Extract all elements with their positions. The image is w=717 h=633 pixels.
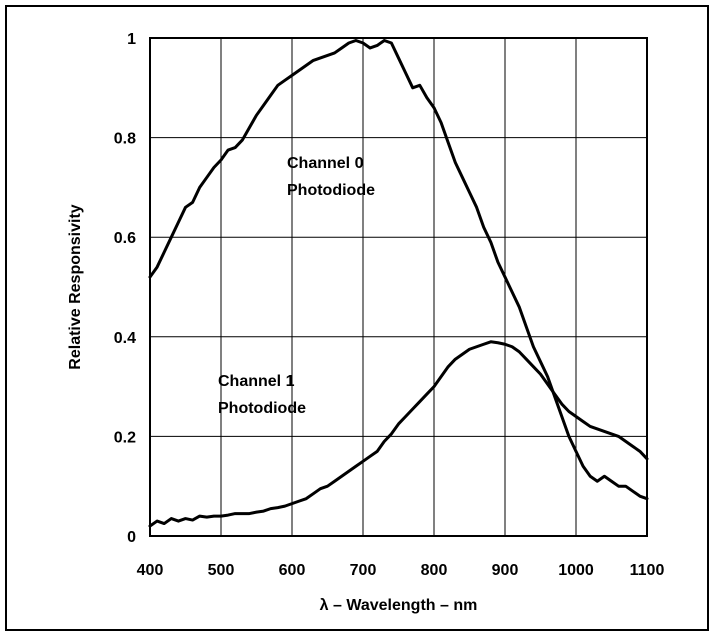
x-axis-label: λ – Wavelength – nm [320, 597, 478, 614]
channel-1-label-line2: Photodiode [218, 400, 306, 417]
channel-1-label-line1: Channel 1 [218, 373, 295, 390]
x-tick-label: 400 [137, 562, 164, 579]
y-tick-label: 0.8 [114, 131, 136, 148]
y-tick-labels: 0 0.2 0.4 0.6 0.8 1 [114, 31, 136, 546]
figure-frame [5, 5, 709, 631]
y-tick-label: 1 [127, 31, 136, 48]
grid-lines [149, 37, 648, 537]
x-tick-label: 700 [350, 562, 377, 579]
x-tick-label: 900 [492, 562, 519, 579]
channel-0-label-line1: Channel 0 [287, 155, 364, 172]
series-line-channel-1 [148, 340, 649, 528]
series-lines [148, 38, 649, 528]
y-tick-label: 0 [127, 529, 136, 546]
plot-border [149, 37, 648, 537]
x-tick-label: 1000 [558, 562, 594, 579]
channel-0-label-line2: Photodiode [287, 182, 375, 199]
x-tick-label: 800 [421, 562, 448, 579]
x-tick-labels: 400 500 600 700 800 900 1000 1100 [137, 562, 665, 579]
y-tick-label: 0.6 [114, 230, 136, 247]
x-tick-label: 1100 [630, 562, 665, 579]
y-tick-label: 0.2 [114, 429, 136, 446]
x-tick-label: 600 [279, 562, 306, 579]
y-tick-label: 0.4 [114, 330, 136, 347]
series-line-channel-0 [148, 38, 649, 501]
x-tick-label: 500 [208, 562, 235, 579]
y-axis-label: Relative Responsivity [67, 204, 84, 370]
